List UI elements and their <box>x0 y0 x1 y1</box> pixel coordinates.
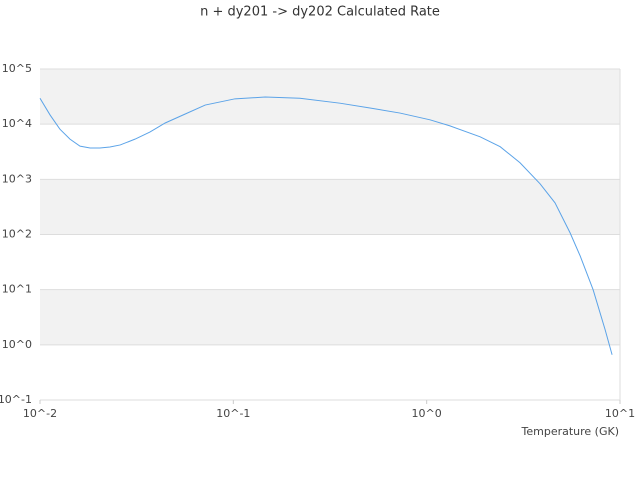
y-tick-label: 10^1 <box>2 283 32 296</box>
y-tick-label: 10^3 <box>2 172 32 185</box>
x-tick-label: 10^-1 <box>216 407 250 420</box>
y-tick-label: 10^0 <box>2 338 32 351</box>
data-line <box>39 96 613 355</box>
x-tick-label: 10^0 <box>412 407 442 420</box>
x-tick-label: 10^1 <box>605 407 635 420</box>
grid-band <box>40 69 620 125</box>
x-axis-label: Temperature (GK) <box>521 425 620 438</box>
y-tick-label: 10^-1 <box>0 393 32 406</box>
x-tick-label: 10^-2 <box>23 407 57 420</box>
grid-band <box>40 179 620 235</box>
y-tick-label: 10^2 <box>2 228 32 241</box>
grid-band <box>40 289 620 345</box>
y-tick-label: 10^5 <box>2 62 32 75</box>
y-tick-label: 10^4 <box>2 117 32 130</box>
chart-title: n + dy201 -> dy202 Calculated Rate <box>200 5 440 20</box>
